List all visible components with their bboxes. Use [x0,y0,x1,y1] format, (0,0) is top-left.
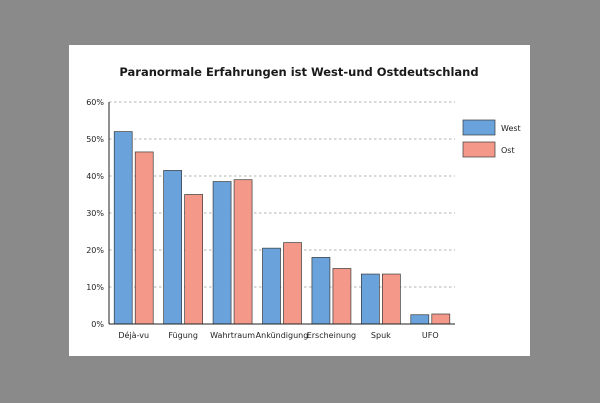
legend: West Ost [462,119,521,158]
chart-card: Paranormale Erfahrungen ist West-und Ost… [69,45,530,356]
category-label: Erscheinung [307,331,356,340]
legend-label-west: West [501,124,521,133]
grid [109,101,455,288]
bar-ost-6 [431,313,451,325]
chart: Paranormale Erfahrungen ist West-und Ost… [86,65,521,340]
y-tick-label: 30% [86,209,104,218]
category-label: Ankündigung [256,331,309,340]
category-label: UFO [422,331,439,340]
chart-title: Paranormale Erfahrungen ist West-und Ost… [119,65,478,79]
bar-ost-1 [184,194,203,325]
axes [108,102,455,325]
bar-west-1 [163,170,182,325]
category-label: Fügung [168,331,198,340]
bars [113,131,451,325]
bar-ost-4 [332,268,352,325]
y-tick-label: 60% [86,98,104,107]
legend-label-ost: Ost [501,146,515,155]
y-tick-label: 50% [86,135,104,144]
y-tick-label: 10% [86,283,104,292]
bar-west-4 [311,257,331,325]
bar-ost-2 [233,179,253,325]
category-label: Spuk [371,331,391,340]
bar-ost-0 [134,151,154,325]
bar-west-6 [410,314,430,325]
x-axis-labels: Déjà-vu Fügung Wahrtraum AnkündigungErschei… [118,330,438,340]
bar-ost-5 [382,273,401,325]
category-label: Déjà-vu [118,330,149,340]
legend-swatch-ost [462,141,496,158]
y-axis-ticks: 0% 10% 20% 30% 40% 50% 60% [86,98,104,329]
y-tick-label: 20% [86,246,104,255]
legend-swatch-west [462,119,496,136]
y-tick-label: 40% [86,172,104,181]
bar-west-3 [262,247,281,325]
bar-west-5 [361,273,380,325]
bar-ost-3 [283,242,302,325]
bar-west-2 [212,181,232,325]
bar-west-0 [113,131,133,325]
y-tick-label: 0% [91,320,104,329]
category-label: Wahrtraum [210,331,255,340]
